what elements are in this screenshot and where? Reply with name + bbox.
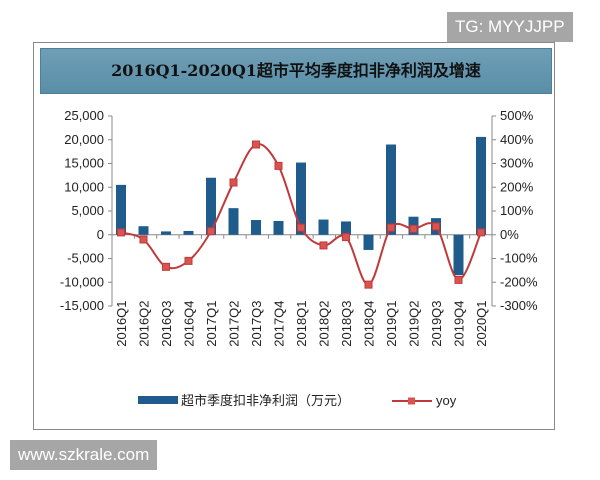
yoy-point-2019Q1	[387, 223, 395, 232]
yoy-point-2019Q2	[409, 224, 418, 233]
yoy-point-2018Q2	[319, 241, 328, 250]
category-label: 2019Q3	[429, 300, 444, 346]
bar-2016Q4	[183, 230, 194, 235]
bar-2016Q1	[116, 184, 126, 235]
legend-bar-swatch	[138, 396, 178, 404]
category-label: 2017Q1	[204, 300, 219, 346]
bar-2018Q4	[363, 234, 374, 250]
bar-2019Q1	[386, 144, 396, 235]
watermark-top: TG: MYYJJPP	[447, 12, 573, 42]
right-tick-label: 0%	[500, 227, 519, 242]
right-tick-label: 100%	[500, 203, 534, 218]
bar-2018Q3	[341, 221, 351, 235]
category-label: 2018Q4	[362, 300, 377, 346]
yoy-point-2020Q1	[477, 228, 485, 237]
left-tick-label: 10,000	[64, 179, 104, 194]
chart-title: 2016Q1-2020Q1超市平均季度扣非净利润及增速	[40, 48, 552, 94]
yoy-point-2016Q4	[184, 256, 193, 265]
left-tick-label: -5,000	[67, 251, 104, 266]
yoy-point-2018Q3	[342, 233, 350, 242]
left-tick-label: 5,000	[71, 203, 104, 218]
right-tick-label: -100%	[500, 251, 538, 266]
category-label: 2016Q4	[182, 300, 197, 346]
category-label: 2017Q2	[227, 300, 242, 346]
bar-2017Q4	[273, 220, 284, 235]
yoy-point-2017Q2	[229, 178, 238, 187]
left-tick-label: 20,000	[64, 132, 104, 147]
yoy-point-2016Q2	[139, 235, 148, 244]
bar-2017Q1	[206, 177, 216, 235]
yoy-point-2018Q4	[364, 280, 373, 289]
bar-2018Q1	[296, 162, 306, 235]
right-tick-label: 500%	[500, 108, 534, 123]
category-label: 2016Q2	[137, 300, 152, 346]
yoy-point-2019Q4	[454, 275, 463, 284]
bar-2018Q2	[318, 219, 329, 235]
category-label: 2019Q4	[452, 300, 467, 346]
bar-2016Q2	[138, 226, 149, 235]
right-tick-label: 200%	[500, 179, 534, 194]
left-tick-label: -10,000	[60, 274, 104, 289]
category-label: 2020Q1	[474, 300, 489, 346]
bar-2016Q3	[161, 231, 171, 235]
right-tick-label: -300%	[500, 298, 538, 313]
yoy-point-2016Q1	[117, 228, 125, 237]
right-tick-label: 400%	[500, 132, 534, 147]
yoy-point-2017Q4	[274, 161, 283, 170]
category-label: 2019Q1	[384, 300, 399, 346]
yoy-point-2019Q3	[432, 222, 440, 231]
yoy-point-2017Q3	[252, 140, 260, 149]
yoy-point-2017Q1	[207, 227, 215, 236]
right-tick-label: 300%	[500, 156, 534, 171]
category-label: 2017Q4	[272, 300, 287, 346]
bar-2017Q3	[251, 220, 261, 235]
category-label: 2018Q1	[294, 300, 309, 346]
legend-line-label: yoy	[436, 393, 457, 408]
category-label: 2017Q3	[249, 300, 264, 346]
category-label: 2019Q2	[407, 300, 422, 346]
bar-2019Q4	[453, 234, 464, 276]
yoy-point-2018Q1	[297, 223, 305, 232]
watermark-bottom: www.szkrale.com	[10, 440, 158, 470]
left-tick-label: 25,000	[64, 108, 104, 123]
right-tick-label: -200%	[500, 274, 538, 289]
category-label: 2016Q1	[114, 300, 129, 346]
category-label: 2016Q3	[159, 300, 174, 346]
bar-2017Q2	[228, 208, 239, 235]
yoy-point-2016Q3	[162, 262, 170, 271]
left-tick-label: 0	[97, 227, 104, 242]
left-tick-label: 15,000	[64, 156, 104, 171]
category-label: 2018Q2	[317, 300, 332, 346]
left-tick-label: -15,000	[60, 298, 104, 313]
category-label: 2018Q3	[339, 300, 354, 346]
legend-line-marker	[408, 397, 415, 405]
legend-bar-label: 超市季度扣非净利润（万元）	[181, 393, 350, 408]
bar-2020Q1	[476, 136, 486, 235]
